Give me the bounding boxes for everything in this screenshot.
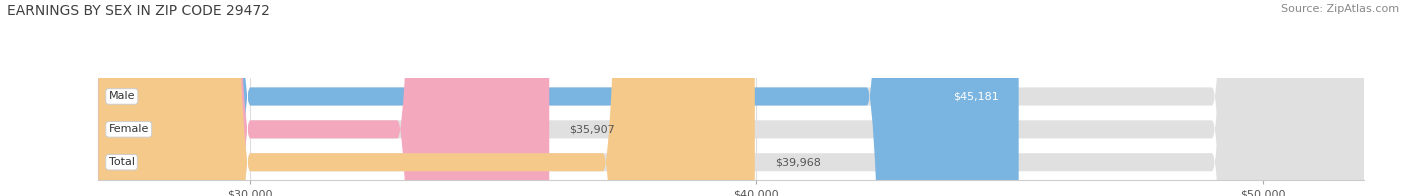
FancyBboxPatch shape bbox=[98, 0, 1364, 196]
FancyBboxPatch shape bbox=[98, 0, 1364, 196]
FancyBboxPatch shape bbox=[98, 0, 1019, 196]
Text: Female: Female bbox=[108, 124, 149, 134]
FancyBboxPatch shape bbox=[98, 0, 550, 196]
Text: Source: ZipAtlas.com: Source: ZipAtlas.com bbox=[1281, 4, 1399, 14]
Text: Total: Total bbox=[108, 157, 135, 167]
Text: Male: Male bbox=[108, 92, 135, 102]
Text: $35,907: $35,907 bbox=[569, 124, 616, 134]
Text: $45,181: $45,181 bbox=[953, 92, 998, 102]
Text: EARNINGS BY SEX IN ZIP CODE 29472: EARNINGS BY SEX IN ZIP CODE 29472 bbox=[7, 4, 270, 18]
Text: $39,968: $39,968 bbox=[775, 157, 821, 167]
FancyBboxPatch shape bbox=[98, 0, 1364, 196]
FancyBboxPatch shape bbox=[98, 0, 755, 196]
